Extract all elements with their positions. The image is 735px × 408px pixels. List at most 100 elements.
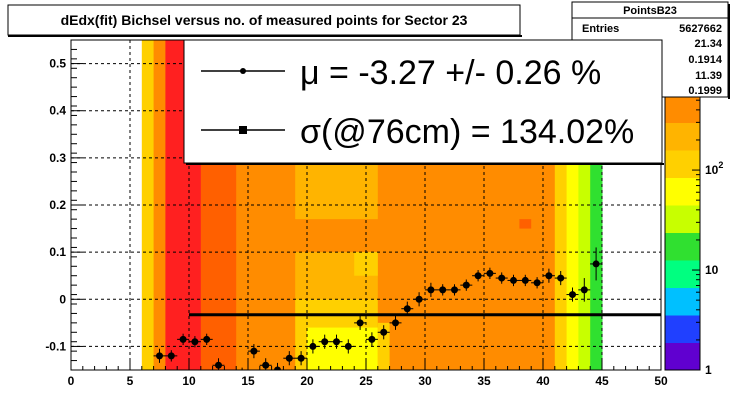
stats-value: 0.1999 (688, 85, 722, 97)
profile-point (507, 274, 520, 287)
profile-marker (521, 276, 529, 284)
profile-marker (167, 352, 175, 360)
profile-point (590, 247, 603, 281)
profile-marker (179, 335, 187, 343)
profile-point (531, 277, 544, 289)
profile-point (554, 271, 567, 286)
profile-point (542, 268, 555, 283)
profile-marker (486, 269, 494, 277)
legend-frame (183, 39, 663, 164)
profile-point (165, 350, 178, 362)
profile-point (259, 358, 272, 370)
profile-marker (403, 305, 411, 313)
profile-marker (557, 274, 565, 282)
profile-point (188, 336, 201, 348)
colorbar-strip (665, 342, 700, 371)
profile-point (318, 334, 331, 349)
stats-value: 11.39 (695, 70, 722, 82)
profile-marker (462, 281, 470, 289)
profile-marker (262, 361, 270, 369)
colorbar-strip (665, 95, 700, 123)
x-tick-label: 50 (654, 374, 668, 388)
stats-label: Entries (582, 23, 619, 35)
profile-marker (356, 319, 364, 327)
profile-marker (344, 342, 352, 350)
x-tick-label: 20 (300, 374, 314, 388)
legend-marker-circle-icon (240, 68, 246, 74)
legend-mu-label: μ = -3.27 +/- 0.26 % (300, 54, 601, 92)
x-tick-label: 0 (68, 374, 75, 388)
profile-marker (592, 260, 600, 268)
x-tick-label: 5 (127, 374, 134, 388)
colorbar-strip (665, 205, 700, 233)
legend-sigma-label: σ(@76cm) = 134.02% (300, 113, 634, 151)
profile-point (212, 358, 225, 370)
y-tick-label: 0.1 (49, 245, 66, 259)
y-tick-label: 0.3 (49, 151, 66, 165)
heatmap-cell (307, 327, 378, 370)
x-tick-label: 45 (595, 374, 609, 388)
y-axis: -0.1 0 0.1 0.2 0.3 0.4 0.5 (45, 39, 83, 371)
title-frame (7, 4, 521, 36)
profile-point (177, 333, 190, 346)
title-box: dEdx(fit) Bichsel versus no. of measured… (7, 4, 522, 37)
heatmap-column (141, 40, 155, 370)
x-tick-label: 30 (418, 374, 432, 388)
profile-point (354, 315, 367, 330)
colorbar-tick-label: 102 (705, 160, 723, 177)
profile-point (247, 344, 260, 359)
stats-shadow (728, 4, 730, 99)
profile-marker (227, 385, 234, 392)
legend-box: μ = -3.27 +/- 0.26 % σ(@76cm) = 134.02% (183, 39, 664, 165)
legend-shadow (186, 163, 664, 165)
profile-point (483, 267, 496, 280)
colorbar-strip (665, 232, 700, 261)
stats-value: 5627662 (679, 23, 722, 35)
profile-marker (545, 272, 553, 280)
profile-point (224, 382, 236, 396)
profile-point (472, 270, 485, 282)
profile-marker (321, 338, 329, 346)
profile-point (153, 348, 166, 363)
profile-marker (215, 361, 222, 369)
x-axis: 0 5 10 15 20 25 30 35 40 45 50 (68, 361, 668, 388)
profile-point (566, 287, 579, 302)
profile-marker (191, 338, 199, 346)
y-tick-label: 0.4 (49, 104, 66, 118)
profile-point (330, 334, 343, 349)
profile-point (377, 325, 390, 340)
profile-marker (439, 286, 447, 294)
profile-point (578, 278, 591, 302)
colorbar-strip (665, 260, 700, 288)
profile-point (413, 292, 426, 307)
profile-marker (415, 295, 423, 303)
profile-marker (451, 286, 458, 294)
profile-marker (250, 347, 258, 355)
profile-marker (427, 286, 435, 294)
profile-marker (510, 276, 517, 284)
profile-marker (297, 354, 305, 362)
x-tick-label: 15 (241, 374, 255, 388)
y-tick-label: -0.1 (45, 339, 66, 353)
stats-value: 21.34 (694, 38, 722, 50)
profile-points (153, 247, 603, 396)
profile-marker (156, 352, 163, 360)
profile-point (342, 339, 355, 354)
y-tick-label: 0.5 (49, 57, 66, 71)
x-tick-label: 10 (182, 374, 196, 388)
profile-marker (392, 319, 399, 327)
profile-point (283, 351, 296, 366)
y-tick-label: 0 (59, 292, 66, 306)
profile-point (365, 332, 378, 347)
profile-marker (498, 274, 506, 282)
colorbar-tick-label: 1 (705, 363, 712, 377)
colorbar-strip (665, 287, 700, 316)
x-tick-label: 35 (477, 374, 491, 388)
profile-point (448, 284, 461, 296)
colorbar-strip (665, 177, 700, 206)
profile-marker (333, 338, 340, 346)
profile-point (460, 279, 473, 291)
profile-point (401, 301, 414, 316)
